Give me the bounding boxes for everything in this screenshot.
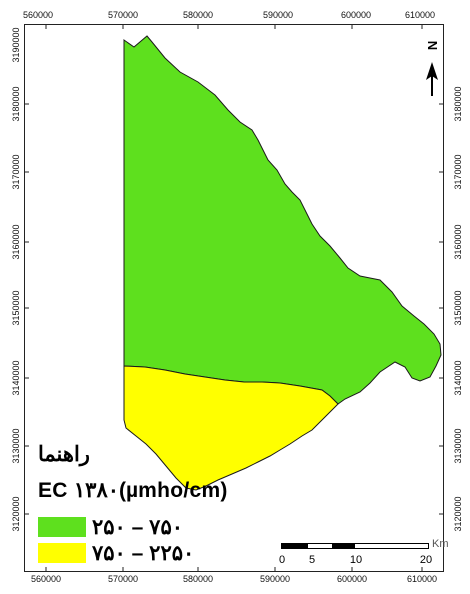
x-tick-label-top: 570000 [107,10,139,20]
legend-label-low: ۲۵۰ – ۷۵۰ [92,515,184,539]
x-tick-label-top: 590000 [262,10,294,20]
legend-swatch-high [38,543,86,563]
x-tick-label-bottom: 590000 [259,574,291,584]
legend-item-high: ۷۵۰ – ۲۲۵۰ [38,541,195,565]
x-tick-label-bottom: 560000 [30,574,62,584]
x-tick-label-bottom: 610000 [406,574,438,584]
x-tick-label-top: 580000 [182,10,214,20]
scale-label: 0 [278,554,286,566]
tick-marks [24,24,444,572]
x-tick-label-bottom: 580000 [182,574,214,584]
scale-label: 5 [308,554,316,566]
legend-swatch-low [38,517,86,537]
scale-unit-label: Km [432,538,449,550]
x-tick-label-bottom: 570000 [107,574,139,584]
legend-title: راهنما [38,443,90,466]
north-label: N [425,40,441,51]
legend-label-high: ۷۵۰ – ۲۲۵۰ [92,541,195,565]
scale-segment [308,544,332,548]
north-arrow-icon [426,62,438,96]
ec-zone-high-polygon [123,365,339,491]
ec-zone-low-polygon [123,35,442,405]
scale-segment [354,544,428,548]
legend-ec-label: EC ۱۳۸۰(µmho/cm) [38,479,228,502]
legend-item-low: ۲۵۰ – ۷۵۰ [38,515,184,539]
scale-segment [282,544,309,548]
scale-label: 20 [419,554,433,566]
x-tick-label-top: 610000 [404,10,436,20]
x-tick-label-bottom: 600000 [336,574,368,584]
scale-segment [331,544,355,548]
x-tick-label-top: 560000 [22,10,54,20]
scale-label: 10 [349,554,363,566]
x-tick-label-top: 600000 [340,10,372,20]
scale-bar [281,543,429,549]
